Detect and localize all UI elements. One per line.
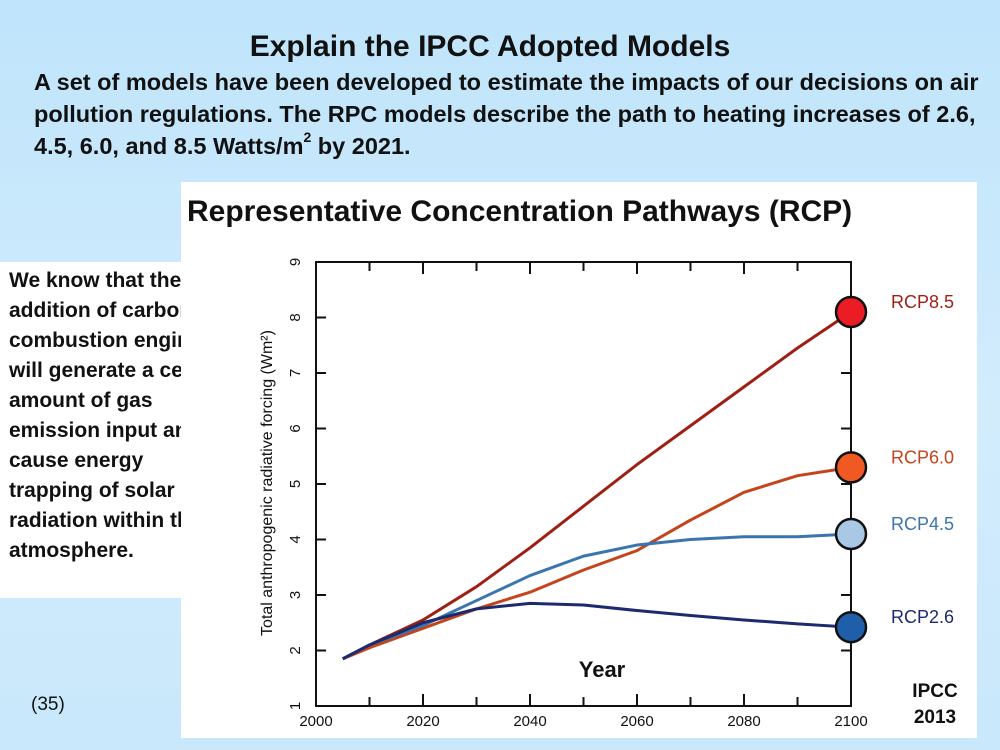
legend-label-rcp2.6: RCP2.6: [891, 607, 954, 627]
y-tick-label: 1: [287, 702, 304, 710]
x-tick-label: 2000: [299, 713, 332, 730]
y-tick-label: 7: [287, 369, 304, 377]
intro-tail: by 2021.: [311, 133, 411, 159]
ticks-group: 2000 2020 2040 2060 2080 2100 1 2 3 4 5 6 7 8 9: [287, 258, 868, 730]
intro-superscript: 2: [303, 129, 312, 146]
slide-title: Explain the IPCC Adopted Models: [249, 30, 731, 63]
y-tick-label: 8: [287, 313, 304, 321]
legend-label-rcp4.5: RCP4.5: [891, 514, 954, 534]
series-line-rcp6.0: [342, 465, 852, 661]
legend-label-rcp6.0: RCP6.0: [891, 447, 954, 467]
x-tick-label: 2020: [406, 713, 439, 730]
y-tick-label: 2: [287, 646, 304, 654]
rcp-chart: Representative Concentration Pathways (R…: [187, 195, 958, 730]
x-tick-label: 2080: [727, 713, 760, 730]
source-label-line1: IPCC: [912, 681, 958, 702]
intro-main: A set of models have been developed to e…: [34, 69, 979, 159]
chart-title: Representative Concentration Pathways (R…: [187, 195, 852, 228]
y-tick-label: 6: [287, 424, 304, 432]
y-tick-label: 3: [287, 591, 304, 599]
y-tick-label: 5: [287, 480, 304, 488]
intro-text: A set of models have been developed to e…: [34, 66, 984, 162]
series-line-rcp4.5: [342, 532, 852, 661]
x-tick-label: 2060: [620, 713, 653, 730]
legend-label-rcp8.5: RCP8.5: [891, 292, 954, 312]
source-label-line2: 2013: [914, 707, 956, 728]
series-line-rcp8.5: [342, 310, 852, 661]
x-axis-label: Year: [579, 657, 626, 682]
y-axis-label: Total anthropogenic radiative forcing (W…: [259, 330, 276, 636]
slide-number: (35): [31, 694, 65, 715]
series-group: RCP8.5 RCP6.0 RCP4.5 RCP2.6: [342, 292, 954, 661]
chart-panel: Representative Concentration Pathways (R…: [181, 182, 977, 738]
series-marker-rcp8.5: [834, 295, 868, 329]
y-tick-label: 9: [287, 258, 304, 266]
series-marker-rcp4.5: [834, 517, 868, 551]
x-tick-label: 2040: [513, 713, 546, 730]
series-line-rcp2.6: [342, 601, 852, 661]
series-marker-rcp6.0: [834, 451, 868, 484]
y-tick-label: 4: [287, 535, 304, 543]
series-marker-rcp2.6: [834, 610, 868, 644]
x-tick-label: 2100: [834, 713, 867, 730]
